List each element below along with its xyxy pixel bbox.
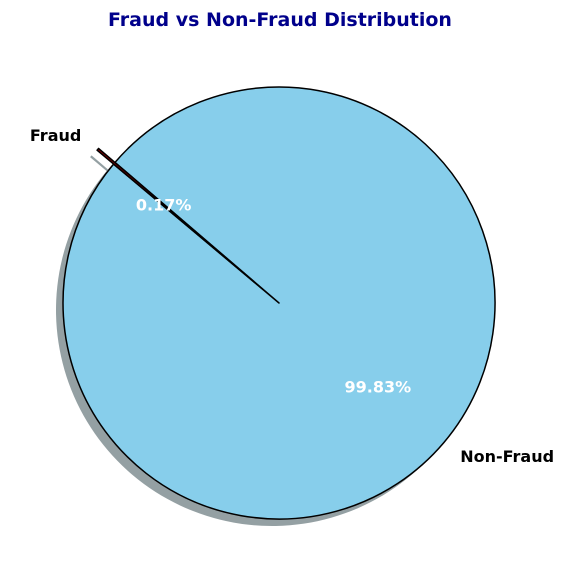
percent-label-fraud: 0.17%	[136, 196, 192, 215]
chart-title: Fraud vs Non-Fraud Distribution	[108, 9, 452, 31]
pie-labels: Non-Fraud 99.83% Fraud 0.17%	[30, 126, 554, 466]
percent-label-non-fraud: 99.83%	[345, 377, 412, 396]
pie-slice-fraud	[96, 147, 264, 290]
category-label-non-fraud: Non-Fraud	[460, 447, 554, 466]
pie-slice-non-fraud	[62, 86, 496, 520]
pie-slices	[62, 86, 496, 520]
category-label-fraud: Fraud	[30, 126, 81, 145]
